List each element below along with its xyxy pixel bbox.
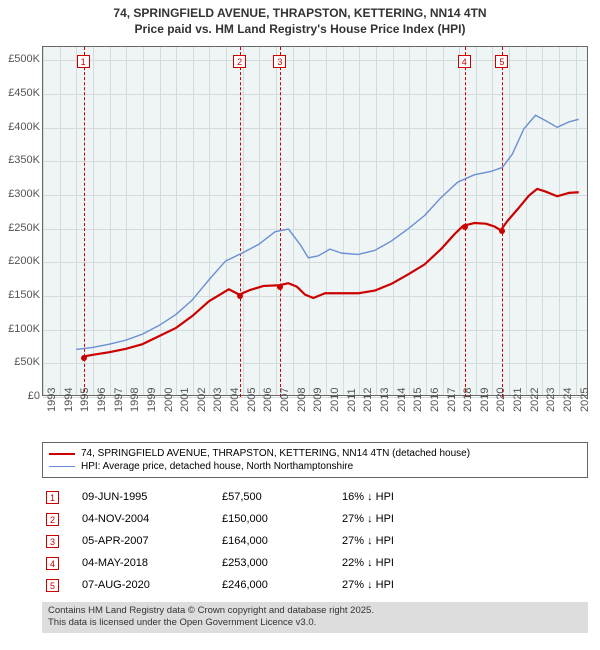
transaction-price: £164,000: [222, 535, 342, 547]
title-line2: Price paid vs. HM Land Registry's House …: [0, 22, 600, 38]
legend-label: HPI: Average price, detached house, Nort…: [81, 461, 353, 472]
legend-label: 74, SPRINGFIELD AVENUE, THRAPSTON, KETTE…: [81, 448, 470, 459]
transaction-price: £246,000: [222, 579, 342, 591]
x-tick-label: 1996: [96, 400, 108, 412]
transaction-date: 09-JUN-1995: [82, 491, 222, 503]
footer: Contains HM Land Registry data © Crown c…: [42, 602, 588, 633]
x-tick-label: 2007: [279, 400, 291, 412]
legend-row: 74, SPRINGFIELD AVENUE, THRAPSTON, KETTE…: [49, 447, 581, 460]
transaction-row: 4 04-MAY-2018£253,00022% ↓ HPI: [42, 552, 588, 574]
transaction-row: 2 04-NOV-2004£150,00027% ↓ HPI: [42, 508, 588, 530]
y-tick-label: £350K: [2, 154, 40, 166]
x-tick-label: 2012: [362, 400, 374, 412]
title-line1: 74, SPRINGFIELD AVENUE, THRAPSTON, KETTE…: [0, 6, 600, 22]
x-tick-label: 2019: [479, 400, 491, 412]
x-tick-label: 2003: [212, 400, 224, 412]
legend-swatch: [49, 466, 75, 467]
y-tick-label: £400K: [2, 121, 40, 133]
transaction-delta: 16% ↓ HPI: [342, 491, 482, 503]
transaction-row: 5 07-AUG-2020£246,00027% ↓ HPI: [42, 574, 588, 596]
x-tick-label: 1999: [146, 400, 158, 412]
x-tick-label: 2001: [179, 400, 191, 412]
transaction-delta: 27% ↓ HPI: [342, 535, 482, 547]
x-tick-label: 2018: [462, 400, 474, 412]
legend: 74, SPRINGFIELD AVENUE, THRAPSTON, KETTE…: [42, 442, 588, 478]
x-tick-label: 2014: [396, 400, 408, 412]
series-subject: [83, 189, 578, 357]
transaction-date: 07-AUG-2020: [82, 579, 222, 591]
transaction-table: 1 09-JUN-1995£57,50016% ↓ HPI 2 04-NOV-2004…: [42, 486, 588, 596]
legend-swatch: [49, 453, 75, 455]
transaction-delta: 27% ↓ HPI: [342, 579, 482, 591]
transaction-marker: 5: [46, 579, 59, 592]
transaction-date: 05-APR-2007: [82, 535, 222, 547]
x-tick-label: 2013: [379, 400, 391, 412]
y-tick-label: £50K: [2, 356, 40, 368]
x-tick-label: 2022: [529, 400, 541, 412]
x-tick-label: 1993: [46, 400, 58, 412]
transaction-row: 1 09-JUN-1995£57,50016% ↓ HPI: [42, 486, 588, 508]
legend-row: HPI: Average price, detached house, Nort…: [49, 460, 581, 473]
transaction-marker: 1: [46, 491, 59, 504]
y-tick-label: £150K: [2, 289, 40, 301]
transaction-date: 04-MAY-2018: [82, 557, 222, 569]
transaction-delta: 22% ↓ HPI: [342, 557, 482, 569]
x-tick-label: 2024: [562, 400, 574, 412]
x-tick-label: 2025: [579, 400, 591, 412]
x-tick-label: 2021: [512, 400, 524, 412]
y-tick-label: £0: [2, 390, 40, 402]
transaction-price: £57,500: [222, 491, 342, 503]
x-tick-label: 2008: [296, 400, 308, 412]
transaction-row: 3 05-APR-2007£164,00027% ↓ HPI: [42, 530, 588, 552]
transaction-delta: 27% ↓ HPI: [342, 513, 482, 525]
x-tick-label: 1994: [63, 400, 75, 412]
x-tick-label: 2017: [446, 400, 458, 412]
x-tick-label: 2000: [163, 400, 175, 412]
transaction-marker: 2: [46, 513, 59, 526]
plot-area: 12345: [42, 46, 588, 396]
x-tick-label: 2020: [495, 400, 507, 412]
transaction-marker: 3: [46, 535, 59, 548]
x-tick-label: 2016: [429, 400, 441, 412]
y-tick-label: £100K: [2, 323, 40, 335]
y-tick-label: £300K: [2, 188, 40, 200]
x-tick-label: 2015: [412, 400, 424, 412]
y-tick-label: £250K: [2, 222, 40, 234]
x-tick-label: 2004: [229, 400, 241, 412]
x-tick-label: 2002: [196, 400, 208, 412]
x-tick-label: 2011: [346, 400, 358, 412]
transaction-price: £150,000: [222, 513, 342, 525]
footer-line1: Contains HM Land Registry data © Crown c…: [48, 605, 582, 617]
x-tick-label: 1997: [113, 400, 125, 412]
x-tick-label: 2010: [329, 400, 341, 412]
chart-container: 74, SPRINGFIELD AVENUE, THRAPSTON, KETTE…: [0, 0, 600, 650]
y-tick-label: £500K: [2, 53, 40, 65]
x-tick-label: 2006: [262, 400, 274, 412]
y-tick-label: £450K: [2, 87, 40, 99]
transaction-price: £253,000: [222, 557, 342, 569]
title: 74, SPRINGFIELD AVENUE, THRAPSTON, KETTE…: [0, 0, 600, 37]
x-tick-label: 2023: [545, 400, 557, 412]
x-tick-label: 1998: [129, 400, 141, 412]
y-tick-label: £200K: [2, 255, 40, 267]
x-tick-label: 2009: [312, 400, 324, 412]
transaction-date: 04-NOV-2004: [82, 513, 222, 525]
series-hpi: [76, 115, 579, 349]
footer-line2: This data is licensed under the Open Gov…: [48, 617, 582, 629]
x-tick-label: 1995: [79, 400, 91, 412]
transaction-marker: 4: [46, 557, 59, 570]
x-tick-label: 2005: [246, 400, 258, 412]
